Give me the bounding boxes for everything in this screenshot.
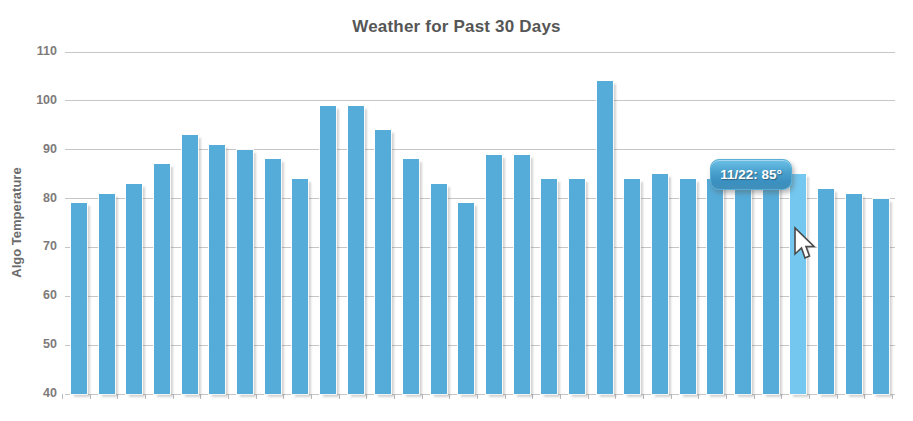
x-axis-tick — [366, 394, 367, 399]
x-axis-tick — [588, 394, 589, 399]
tooltip: 11/22: 85° — [710, 159, 792, 190]
x-axis-tick — [228, 394, 229, 399]
x-axis-tick — [200, 394, 201, 399]
bar[interactable] — [846, 194, 862, 394]
y-tick-label: 110 — [17, 44, 57, 58]
x-axis-tick — [532, 394, 533, 399]
bar[interactable] — [541, 179, 557, 394]
x-axis-tick — [560, 394, 561, 399]
bar[interactable] — [597, 81, 613, 394]
bar[interactable] — [873, 199, 889, 394]
bar[interactable] — [652, 174, 668, 394]
x-axis-tick — [809, 394, 810, 399]
x-axis-tick — [892, 394, 893, 399]
bar[interactable] — [265, 159, 281, 394]
x-axis-tick — [477, 394, 478, 399]
x-axis-tick — [422, 394, 423, 399]
gridline-100 — [65, 100, 895, 101]
x-axis-tick — [256, 394, 257, 399]
bar[interactable] — [71, 203, 87, 394]
x-axis-tick — [394, 394, 395, 399]
bar[interactable] — [348, 106, 364, 394]
bar[interactable] — [707, 179, 723, 394]
y-tick-label: 40 — [17, 386, 57, 400]
bar[interactable] — [680, 179, 696, 394]
bar[interactable] — [320, 106, 336, 394]
bar[interactable] — [237, 150, 253, 394]
x-axis-tick — [698, 394, 699, 399]
y-tick-label: 50 — [17, 337, 57, 351]
y-tick-label: 60 — [17, 288, 57, 302]
y-tick-label: 70 — [17, 239, 57, 253]
y-tick-label: 90 — [17, 142, 57, 156]
x-axis-tick — [90, 394, 91, 399]
x-axis-tick — [449, 394, 450, 399]
y-tick-label: 80 — [17, 191, 57, 205]
bar[interactable] — [209, 145, 225, 394]
bar[interactable] — [735, 179, 751, 394]
x-axis-tick — [145, 394, 146, 399]
mouse-cursor-icon — [792, 226, 816, 264]
bar[interactable] — [292, 179, 308, 394]
y-axis-title: Algo Temperature — [9, 143, 24, 303]
bar[interactable] — [458, 203, 474, 394]
bar[interactable] — [403, 159, 419, 394]
bar[interactable] — [486, 155, 502, 394]
weather-bar-chart: Weather for Past 30 Days Algo Temperatur… — [0, 0, 913, 421]
x-axis-tick — [643, 394, 644, 399]
bar[interactable] — [763, 179, 779, 394]
x-axis-tick — [283, 394, 284, 399]
x-axis-tick — [781, 394, 782, 399]
x-axis-tick — [311, 394, 312, 399]
x-axis-tick — [671, 394, 672, 399]
bar[interactable] — [431, 184, 447, 394]
bar[interactable] — [569, 179, 585, 394]
bar[interactable] — [375, 130, 391, 394]
bar[interactable] — [154, 164, 170, 394]
bar[interactable] — [624, 179, 640, 394]
x-axis-tick — [62, 394, 63, 399]
chart-title: Weather for Past 30 Days — [0, 17, 913, 37]
bar[interactable] — [99, 194, 115, 394]
x-axis-tick — [339, 394, 340, 399]
x-axis-tick — [615, 394, 616, 399]
x-axis-tick — [505, 394, 506, 399]
x-axis-tick — [726, 394, 727, 399]
bar-highlighted[interactable] — [790, 174, 806, 394]
bar[interactable] — [818, 189, 834, 394]
bar[interactable] — [514, 155, 530, 394]
bar[interactable] — [182, 135, 198, 394]
y-tick-label: 100 — [17, 93, 57, 107]
gridline-110 — [65, 52, 895, 53]
x-axis-tick — [754, 394, 755, 399]
x-axis-tick — [173, 394, 174, 399]
x-axis-tick — [837, 394, 838, 399]
bar[interactable] — [126, 184, 142, 394]
x-axis-tick — [864, 394, 865, 399]
x-axis-tick — [117, 394, 118, 399]
